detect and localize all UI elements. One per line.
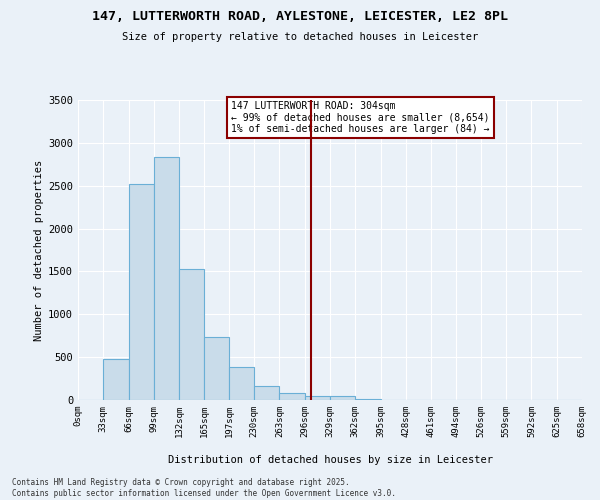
Bar (205, 338, 229, 400)
Bar (229, 368, 254, 400)
Bar (305, 396, 330, 400)
Text: 147 LUTTERWORTH ROAD: 304sqm
← 99% of detached houses are smaller (8,654)
1% of : 147 LUTTERWORTH ROAD: 304sqm ← 99% of de… (231, 101, 490, 134)
Bar (154, 156, 179, 400)
Bar (103, 359, 128, 400)
Text: Contains HM Land Registry data © Crown copyright and database right 2025.
Contai: Contains HM Land Registry data © Crown c… (12, 478, 396, 498)
Bar (355, 399, 380, 400)
Text: 147, LUTTERWORTH ROAD, AYLESTONE, LEICESTER, LE2 8PL: 147, LUTTERWORTH ROAD, AYLESTONE, LEICES… (92, 10, 508, 23)
Bar (254, 386, 280, 400)
Text: Distribution of detached houses by size in Leicester: Distribution of detached houses by size … (167, 455, 493, 465)
Bar (179, 269, 205, 400)
Bar (280, 393, 305, 400)
Bar (128, 184, 154, 400)
Text: Size of property relative to detached houses in Leicester: Size of property relative to detached ho… (122, 32, 478, 42)
Y-axis label: Number of detached properties: Number of detached properties (34, 160, 44, 340)
Bar (330, 396, 355, 400)
